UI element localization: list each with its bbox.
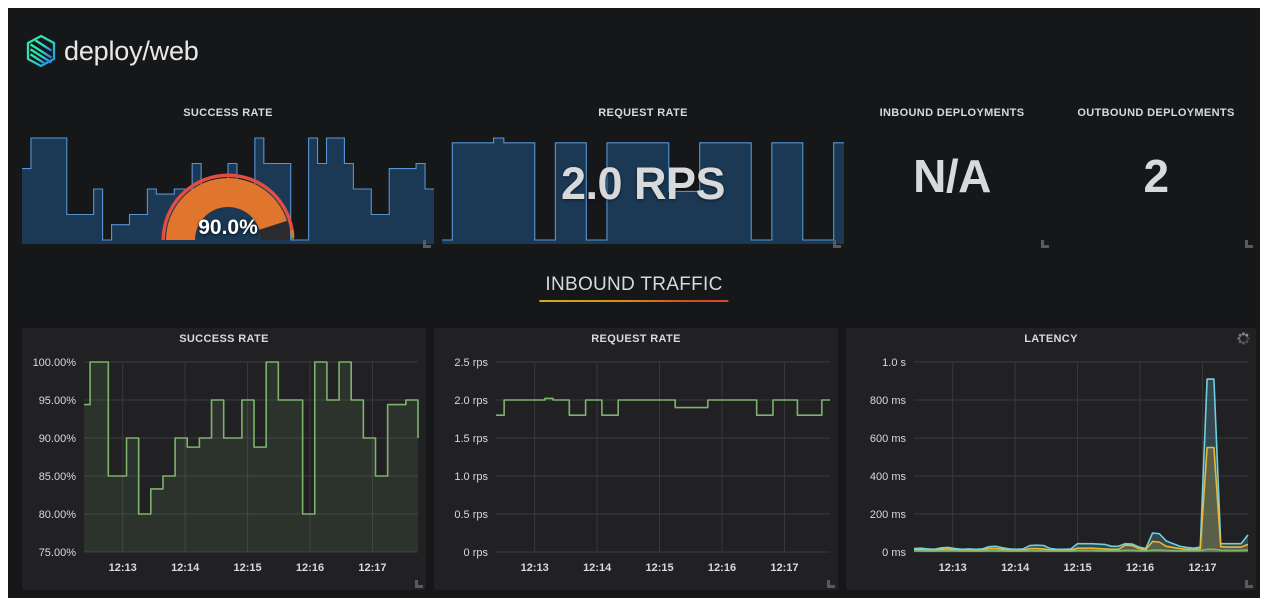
svg-text:200 ms: 200 ms [870,509,907,521]
row-toggle[interactable]: INBOUND TRAFFIC [539,274,729,302]
panel-title: LATENCY [1024,333,1078,345]
panel-inbound-deployments[interactable]: INBOUND DEPLOYMENTS N/A [852,102,1052,250]
svg-text:12:15: 12:15 [645,562,673,574]
panel-title: INBOUND DEPLOYMENTS [879,107,1025,119]
svg-text:0.5 rps: 0.5 rps [454,509,488,521]
svg-text:75.00%: 75.00% [39,547,77,559]
dashboard-header: deploy/web [8,8,1260,80]
inbound-deployments-value: N/A [913,150,991,202]
svg-text:95.00%: 95.00% [39,395,77,407]
svg-text:2.0 rps: 2.0 rps [454,395,488,407]
singlestat-body: 2.0 RPS [442,124,844,244]
svg-text:1.5 rps: 1.5 rps [454,433,488,445]
chart-area: 0 ms 200 ms 400 ms 600 ms 800 ms 1.0 s 12:13 12… [846,348,1256,590]
brand[interactable]: deploy/web [25,34,199,68]
svg-text:600 ms: 600 ms [870,433,907,445]
svg-text:12:13: 12:13 [521,562,549,574]
panel-title: SUCCESS RATE [183,107,273,119]
success-rate-value: 90.0% [198,216,258,239]
svg-text:12:17: 12:17 [358,562,386,574]
svg-text:400 ms: 400 ms [870,471,907,483]
panel-request-rate-stat[interactable]: REQUEST RATE 2.0 RPS [442,102,844,250]
row-title: INBOUND TRAFFIC [545,274,723,295]
request-rate-value: 2.0 RPS [560,158,726,209]
panel-title: SUCCESS RATE [179,333,269,345]
svg-text:12:14: 12:14 [583,562,612,574]
chart-area: 0 rps 0.5 rps 1.0 rps 1.5 rps 2.0 rps 2.5 rps… [434,348,838,590]
panel-outbound-deployments[interactable]: OUTBOUND DEPLOYMENTS 2 [1056,102,1256,250]
svg-text:12:15: 12:15 [233,562,261,574]
outbound-deployments-value: 2 [1143,150,1169,202]
svg-text:80.00%: 80.00% [39,509,77,521]
svg-text:12:16: 12:16 [708,562,736,574]
svg-text:12:15: 12:15 [1063,562,1091,574]
loading-spinner-icon [1237,332,1250,345]
grafana-dashboard: deploy/web SUCCESS RATE 90.0% REQUEST RA… [8,8,1260,598]
svg-text:12:16: 12:16 [296,562,324,574]
panel-title: REQUEST RATE [591,333,681,345]
svg-text:800 ms: 800 ms [870,395,907,407]
row-header-inbound-traffic: INBOUND TRAFFIC [8,266,1260,312]
svg-text:12:14: 12:14 [1001,562,1030,574]
success-rate-gauge [22,124,434,244]
panel-success-rate-stat[interactable]: SUCCESS RATE 90.0% [22,102,434,250]
svg-text:0 ms: 0 ms [882,547,906,559]
dashboard-title: deploy/web [64,35,199,66]
svg-text:2.5 rps: 2.5 rps [454,357,488,369]
panel-title: OUTBOUND DEPLOYMENTS [1077,107,1235,119]
svg-text:1.0 rps: 1.0 rps [454,471,488,483]
panel-request-rate-graph[interactable]: REQUEST RATE 0 rps 0.5 rps 1.0 rps 1.5 rps 2… [434,328,838,590]
svg-text:12:14: 12:14 [171,562,200,574]
svg-text:90.00%: 90.00% [39,433,77,445]
svg-text:1.0 s: 1.0 s [882,357,906,369]
svg-text:12:17: 12:17 [770,562,798,574]
row-underline [539,300,729,302]
svg-text:12:17: 12:17 [1188,562,1216,574]
svg-text:12:13: 12:13 [939,562,967,574]
svg-text:12:13: 12:13 [109,562,137,574]
svg-text:100.00%: 100.00% [33,357,77,369]
svg-text:12:16: 12:16 [1126,562,1154,574]
panel-title: REQUEST RATE [598,107,688,119]
svg-text:85.00%: 85.00% [39,471,77,483]
panel-success-rate-graph[interactable]: SUCCESS RATE 75.00% 80.00% 85.00% 90.00% 95.… [22,328,426,590]
panel-latency-graph[interactable]: LATENCY 0 ms 200 ms 400 ms 600 ms 800 ms 1.0 … [846,328,1256,590]
request-rate-sparkline [442,124,844,244]
chart-area: 75.00% 80.00% 85.00% 90.00% 95.00% 100.00% 12:… [22,348,426,590]
singlestat-body: 90.0% [22,124,434,244]
svg-text:0 rps: 0 rps [464,547,489,559]
linkerd-logo-icon [26,34,56,68]
